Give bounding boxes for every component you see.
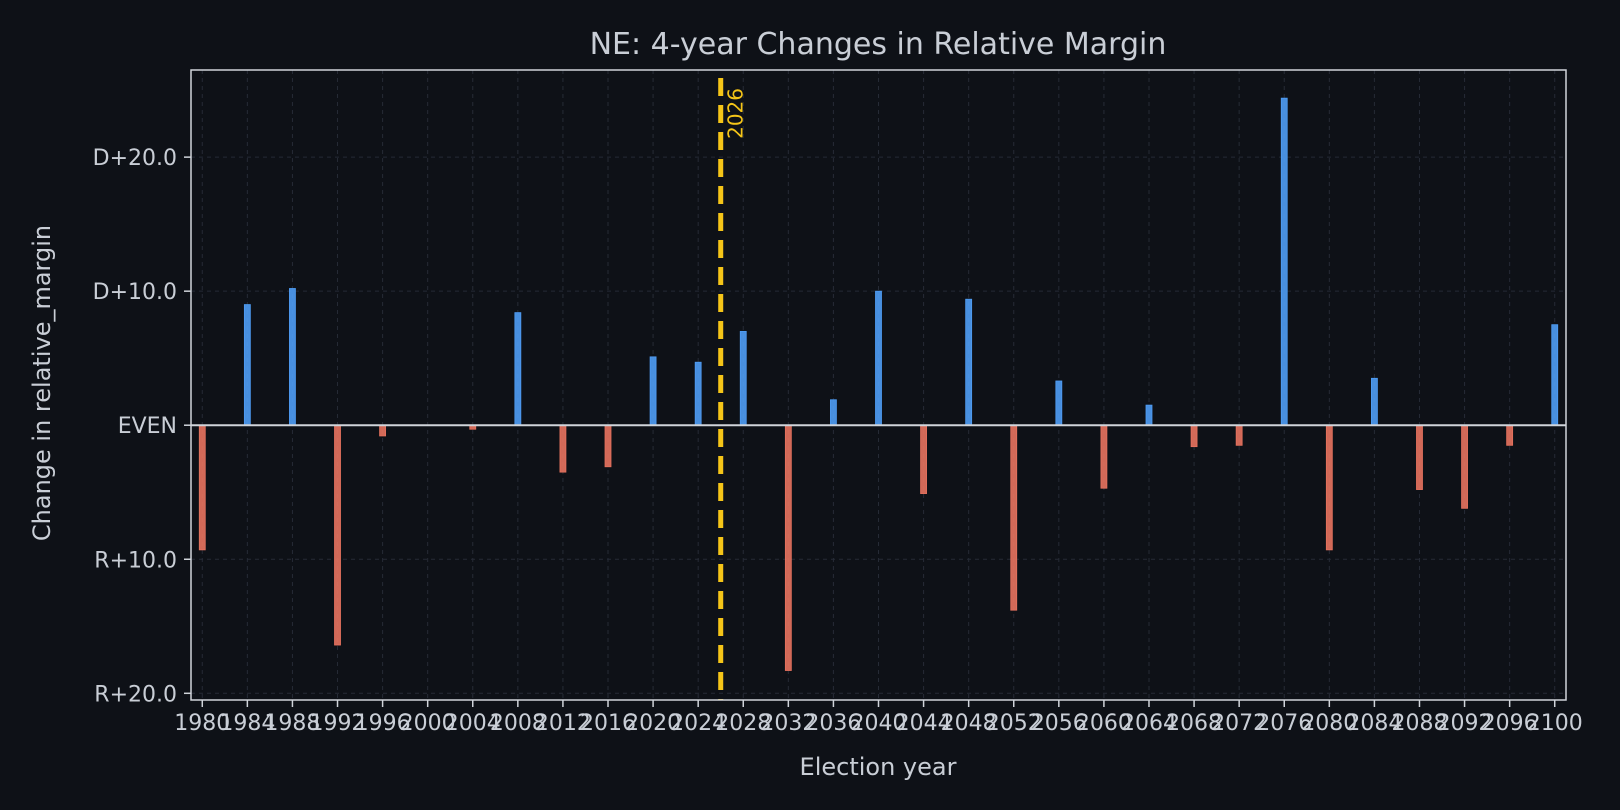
bar [1416, 424, 1423, 490]
bar [1100, 424, 1108, 489]
bar [379, 424, 386, 437]
bar [965, 298, 973, 426]
bar [243, 304, 251, 426]
bar [1055, 380, 1063, 426]
x-axis: 1980198419881992199620002004200820122016… [174, 700, 1583, 736]
x-tick-label: 2100 [1527, 711, 1583, 736]
x-tick-label: 2024 [670, 711, 726, 736]
bar [334, 424, 341, 646]
x-tick-label: 2012 [535, 711, 591, 736]
x-tick-label: 2020 [625, 711, 681, 736]
x-tick-label: 2040 [851, 711, 907, 736]
x-tick-label: 2072 [1211, 711, 1267, 736]
bar [694, 361, 702, 426]
x-tick-label: 2028 [715, 711, 771, 736]
x-tick-label: 2004 [445, 711, 501, 736]
y-tick-label: R+10.0 [94, 548, 177, 573]
x-tick-label: 2092 [1437, 711, 1493, 736]
bar [1461, 424, 1468, 509]
x-tick-label: 2052 [986, 711, 1042, 736]
x-tick-label: 1992 [310, 711, 366, 736]
y-axis-title: Change in relative_margin [28, 225, 56, 541]
bar [604, 424, 612, 468]
bars-layer [198, 97, 1559, 671]
marker-label: 2026 [724, 88, 748, 139]
x-tick-label: 2060 [1076, 711, 1132, 736]
bar [198, 424, 206, 551]
y-tick-label: R+20.0 [94, 682, 177, 707]
x-tick-label: 2000 [400, 711, 456, 736]
bar [1551, 324, 1559, 426]
y-axis: D+20.0 D+10.0 EVEN R+10.0 R+20.0 [93, 146, 191, 707]
bar [1145, 404, 1153, 426]
bar [830, 399, 837, 426]
x-tick-label: 1988 [264, 711, 320, 736]
x-tick-label: 2032 [760, 711, 816, 736]
x-axis-title: Election year [800, 753, 957, 781]
x-tick-label: 2008 [490, 711, 546, 736]
x-tick-label: 2068 [1166, 711, 1222, 736]
bar [559, 424, 567, 473]
bar [1190, 424, 1198, 448]
x-tick-label: 2016 [580, 711, 636, 736]
bar [739, 330, 747, 426]
chart-title: NE: 4-year Changes in Relative Margin [590, 27, 1167, 62]
y-tick-label: EVEN [118, 414, 177, 439]
x-tick-label: 2056 [1031, 711, 1087, 736]
bar [1280, 97, 1288, 426]
x-tick-label: 2088 [1391, 711, 1447, 736]
bar [1325, 424, 1333, 551]
bar [1010, 424, 1018, 611]
bar [1235, 424, 1243, 446]
x-tick-label: 2036 [805, 711, 861, 736]
bar [920, 424, 927, 494]
x-tick-label: 2096 [1482, 711, 1538, 736]
x-tick-label: 2044 [896, 711, 952, 736]
x-tick-label: 2076 [1256, 711, 1312, 736]
x-tick-label: 1980 [174, 711, 230, 736]
bar [875, 290, 882, 426]
x-tick-label: 2048 [941, 711, 997, 736]
y-tick-label: D+20.0 [93, 146, 177, 171]
bar [289, 288, 296, 426]
marker-layer: 2026 [718, 78, 748, 700]
bar [1506, 424, 1514, 446]
y-tick-label: D+10.0 [93, 280, 177, 305]
bar [514, 312, 522, 426]
bar [1371, 377, 1378, 426]
x-tick-label: 2084 [1346, 711, 1402, 736]
x-tick-label: 2080 [1301, 711, 1357, 736]
x-tick-label: 1996 [355, 711, 411, 736]
x-tick-label: 2064 [1121, 711, 1177, 736]
bar [784, 424, 792, 671]
bar [649, 356, 657, 426]
x-tick-label: 1984 [219, 711, 275, 736]
